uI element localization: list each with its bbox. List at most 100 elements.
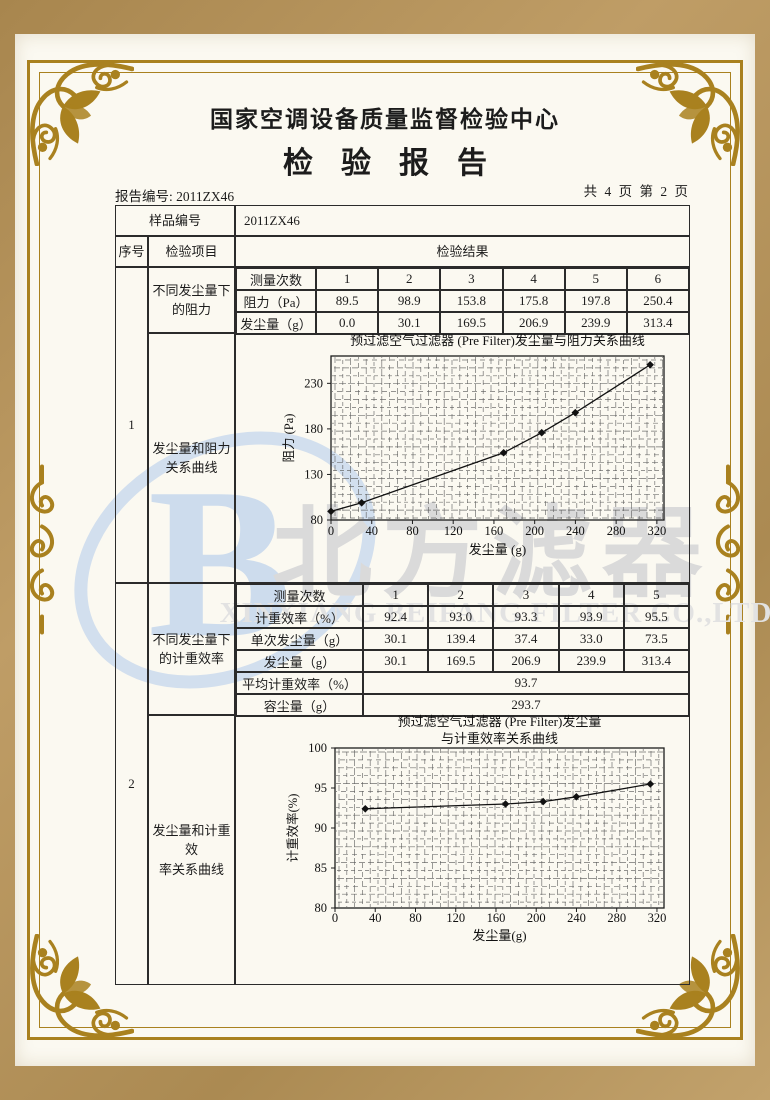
- y-tick-label: 230: [304, 377, 323, 391]
- table-cell: 阻力（Pa）: [236, 290, 316, 312]
- page-paper: [15, 34, 755, 1066]
- resistance-chart-cell: 预过滤空气过滤器 (Pre Filter)发尘量与阻力关系曲线 80 130 180 2…: [235, 333, 690, 583]
- table-cell: 2: [428, 584, 494, 606]
- sample-number-label: 样品编号: [115, 205, 235, 236]
- x-tick-label: 40: [369, 911, 382, 925]
- data-point-marker: [572, 793, 581, 801]
- frame-outer-line: [27, 60, 743, 1040]
- table-cell: 3: [493, 584, 559, 606]
- x-tick-label: 320: [647, 524, 666, 538]
- table-cell: 93.0: [428, 606, 494, 628]
- table-cell: 93.7: [363, 672, 689, 694]
- data-point-marker: [357, 499, 366, 507]
- table-cell: 2: [378, 268, 441, 290]
- x-tick-label: 80: [406, 524, 419, 538]
- page-indicator: 共 4 页 第 2 页: [583, 184, 690, 199]
- data-point-marker: [501, 800, 510, 809]
- report-number: 报告编号: 2011ZX46: [115, 189, 235, 204]
- x-axis-label: 发尘量(g): [472, 928, 526, 943]
- section1-seq: 1: [115, 267, 148, 583]
- x-tick-label: 240: [566, 524, 585, 538]
- table-cell: 206.9: [493, 650, 559, 672]
- y-tick-label: 130: [304, 468, 323, 482]
- report-title: 检验报告: [283, 147, 515, 180]
- chart-title: 与计重效率关系曲线: [441, 731, 558, 746]
- x-tick-label: 120: [446, 911, 465, 925]
- table-cell: 73.5: [623, 628, 689, 650]
- table-cell: 计重效率（%）: [236, 606, 363, 628]
- table-cell: 313.4: [623, 650, 689, 672]
- table-cell: 3: [440, 268, 503, 290]
- column-header-result: 检验结果: [235, 236, 690, 267]
- table-cell: 98.9: [378, 290, 441, 312]
- table-cell: 250.4: [626, 290, 689, 312]
- section1-item-curve: 发尘量和阻力 关系曲线: [148, 333, 235, 583]
- sample-number-value: 2011ZX46: [235, 205, 690, 236]
- table-cell: 37.4: [493, 628, 559, 650]
- data-point-marker: [646, 780, 655, 789]
- table-cell: 95.5: [623, 606, 689, 628]
- table-cell: 239.9: [558, 650, 624, 672]
- table-cell: 4: [502, 268, 565, 290]
- organization-title: 国家空调设备质量监督检验中心: [210, 106, 560, 132]
- y-tick-label: 100: [308, 741, 327, 755]
- watermark-en-text: XINXIANG BEIFANG FILTER CO.,LTD: [220, 597, 770, 629]
- y-tick-label: 85: [315, 861, 328, 875]
- x-tick-label: 240: [567, 911, 586, 925]
- section2-seq: 2: [115, 583, 148, 985]
- chart-title: 预过滤空气过滤器 (Pre Filter)发尘量与阻力关系曲线: [350, 333, 645, 348]
- table-cell: 30.1: [363, 650, 429, 672]
- x-tick-label: 280: [607, 911, 626, 925]
- x-axis-label: 发尘量 (g): [469, 542, 526, 557]
- column-header-seq: 序号: [115, 236, 148, 267]
- table-cell: 93.9: [558, 606, 624, 628]
- section2-item-curve: 发尘量和计重效 率关系曲线: [148, 715, 235, 985]
- table-cell: 1: [363, 584, 429, 606]
- x-tick-label: 0: [328, 524, 334, 538]
- table-cell: 6: [626, 268, 689, 290]
- data-point-marker: [327, 507, 335, 516]
- table-cell: 5: [623, 584, 689, 606]
- plot-border: [330, 355, 665, 521]
- efficiency-chart-cell: 预过滤空气过滤器 (Pre Filter)发尘量 与计重效率关系曲线 80 85 90 9…: [235, 714, 690, 985]
- y-tick-label: 80: [311, 513, 324, 527]
- table-cell: 93.3: [493, 606, 559, 628]
- x-tick-label: 80: [409, 911, 422, 925]
- y-axis-label: 计重效率(%): [285, 794, 300, 863]
- table-cell: 发尘量（g）: [236, 650, 363, 672]
- table-cell: 30.1: [363, 628, 429, 650]
- efficiency-data-table: 测量次数 1 2 3 4 5 计重效率（%） 92.4 93.0 93.3 93.9 95.5 单次发尘…: [235, 583, 690, 717]
- x-tick-label: 160: [485, 524, 504, 538]
- x-tick-label: 40: [365, 524, 378, 538]
- x-tick-label: 320: [648, 911, 667, 925]
- chart-title: 预过滤空气过滤器 (Pre Filter)发尘量: [398, 714, 602, 729]
- data-point-marker: [646, 361, 654, 369]
- svg-text:B: B: [148, 443, 291, 682]
- data-point-marker: [537, 429, 546, 437]
- table-cell: 169.5: [428, 650, 494, 672]
- table-cell: 89.5: [316, 290, 379, 312]
- table-cell: 测量次数: [236, 268, 316, 290]
- section1-item-resistance: 不同发尘量下 的阻力: [148, 267, 235, 333]
- table-cell: 1: [316, 268, 379, 290]
- data-point-marker: [571, 409, 580, 417]
- chart-grid: [336, 749, 663, 908]
- watermark-cn-text: 北方滤器: [272, 499, 712, 610]
- y-axis-label: 阻力 (Pa): [282, 414, 296, 463]
- table-cell: 5: [564, 268, 627, 290]
- table-cell: 测量次数: [236, 584, 363, 606]
- y-tick-label: 90: [315, 821, 328, 835]
- x-tick-label: 280: [607, 524, 626, 538]
- table-cell: 197.8: [564, 290, 627, 312]
- table-cell: 139.4: [428, 628, 494, 650]
- table-cell: 4: [558, 584, 624, 606]
- resistance-chart: 预过滤空气过滤器 (Pre Filter)发尘量与阻力关系曲线 80 130 180 2…: [235, 330, 690, 586]
- table-cell: 平均计重效率（%）: [236, 672, 363, 694]
- resistance-chart-svg: 预过滤空气过滤器 (Pre Filter)发尘量与阻力关系曲线 80 130 180 2…: [282, 333, 666, 557]
- x-tick-label: 200: [525, 524, 544, 538]
- table-cell: 单次发尘量（g）: [236, 628, 363, 650]
- x-tick-label: 0: [332, 911, 338, 925]
- y-tick-label: 95: [315, 781, 328, 795]
